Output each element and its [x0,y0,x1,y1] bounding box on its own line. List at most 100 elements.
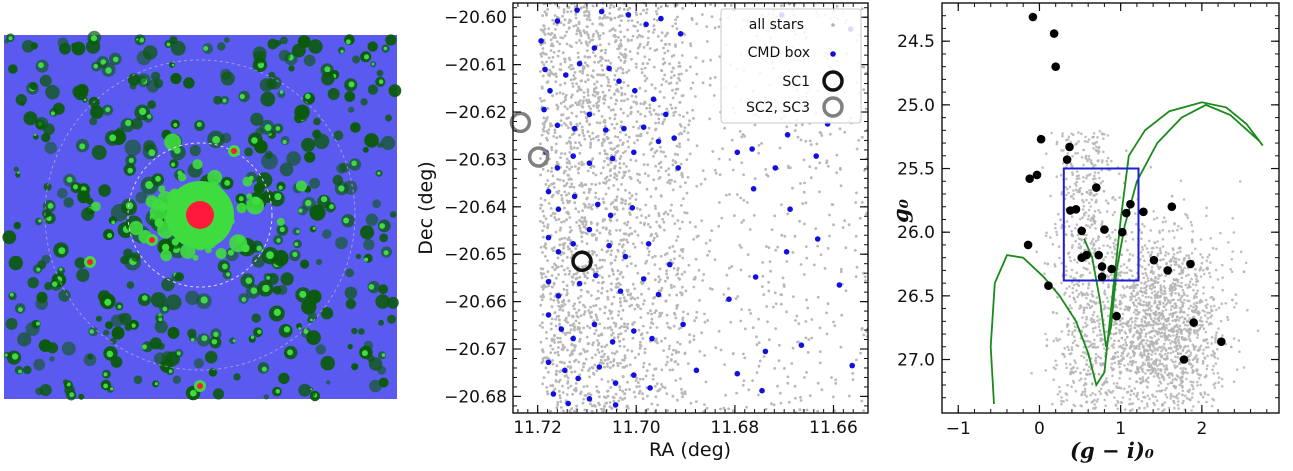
cmd-gray-star [1089,394,1092,397]
image-blob-bright [139,107,147,115]
sky-y-tick-label: −20.63 [444,150,507,170]
sky-star [565,193,568,197]
cmd-gray-star [1186,313,1190,317]
sky-star [862,409,865,412]
sky-star [539,245,543,249]
sky-cmd-star [655,138,662,145]
sky-star [663,253,667,256]
sky-star [541,221,545,225]
sky-star [608,401,612,404]
cmd-gray-star [1055,311,1058,315]
sky-star [617,170,621,174]
image-blob [350,122,361,133]
sky-star [567,247,570,251]
sky-cmd-star [586,111,593,118]
cmd-gray-star [1150,250,1154,254]
sky-star [582,162,585,166]
sky-star [705,40,709,43]
sky-star [661,62,665,66]
image-core-center [186,201,214,229]
sky-star [561,280,565,284]
sky-star [637,381,640,384]
sky-star [651,302,655,306]
cmd-gray-star [1210,353,1213,357]
sky-star [603,365,606,369]
cmd-gray-star [1093,403,1096,406]
sky-star [624,232,628,236]
sky-star [576,146,579,150]
sky-star [623,35,626,39]
image-blob-bright [282,139,287,145]
cmd-gray-star [1093,342,1096,346]
cmd-gray-star [1077,131,1080,134]
cmd-gray-star [1035,250,1038,254]
cmd-gray-star [1177,407,1180,410]
sky-star [685,158,689,162]
cmd-gray-star [1203,392,1207,396]
sky-star [589,315,593,319]
sky-star [609,360,612,364]
sky-cmd-star [813,153,819,159]
sky-star [738,243,742,247]
sky-star [786,375,790,379]
sky-star [748,308,751,312]
sky-star [578,151,582,155]
sky-star [616,88,619,91]
sky-star [819,253,823,257]
sky-star [683,126,687,130]
image-glow [177,173,187,182]
sky-star [591,22,594,26]
sky-star [548,74,551,78]
image-blob [352,55,361,64]
cmd-gray-star [1096,355,1100,358]
sky-star [621,358,624,362]
sky-star [585,196,589,200]
sky-star [695,144,699,148]
cmd-gray-star [1096,334,1099,337]
image-blob-bright [245,277,253,285]
sky-star [571,133,574,137]
cmd-gray-star [1155,390,1159,393]
sky-star [782,285,786,288]
sky-star [590,294,593,297]
cmd-gray-star [1194,247,1197,251]
sky-cmd-star [640,276,647,282]
cmd-gray-star [1191,385,1195,388]
sky-star [636,233,640,237]
sky-star [820,388,824,392]
sky-star [615,98,618,102]
cmd-gray-star [1082,180,1085,183]
cmd-gray-star [1162,216,1166,219]
image-blob [58,289,71,302]
image-blob-bright [162,306,168,312]
cmd-gray-star [1140,320,1143,323]
sky-star [559,156,562,160]
sky-star [626,114,630,118]
cmd-gray-star [1104,404,1107,408]
sky-star [584,10,587,14]
sky-star [586,88,590,92]
sky-cmd-star [574,7,580,13]
cmd-gray-star [1092,310,1096,314]
sky-star [612,34,616,38]
sky-cmd-star [571,125,578,132]
sky-star [617,333,620,336]
cmd-gray-star [1165,261,1168,265]
sky-star [860,399,864,403]
sky-star [618,228,622,232]
sky-star [546,392,550,396]
sky-star [590,409,594,413]
sky-cmd-star [554,165,561,171]
image-blob-bright [303,329,309,334]
image-blob-bright [224,180,231,186]
sky-star [609,202,613,206]
cmd-gray-star [1103,304,1106,307]
cmd-gray-star [1068,224,1071,228]
sky-star [611,331,615,335]
sky-star [543,33,547,36]
cmd-gray-star [1082,204,1086,208]
cmd-gray-star [1096,319,1099,323]
sky-cmd-star [680,321,686,328]
sky-star [557,304,561,308]
sky-star [553,334,556,338]
